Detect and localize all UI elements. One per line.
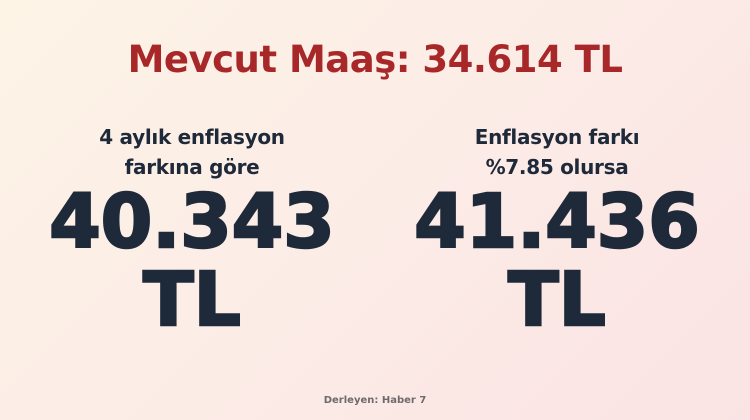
scenario-4-month-inflation: 4 aylık enflasyon farkına göre 40.343 TL xyxy=(12,122,372,343)
scenario-label-line2: %7.85 olursa xyxy=(485,155,629,179)
scenario-inflation-785: Enflasyon farkı %7.85 olursa 41.436 TL xyxy=(377,122,737,343)
scenario-label-line1: Enflasyon farkı xyxy=(474,125,640,149)
currency-label: TL xyxy=(507,257,607,343)
scenario-label-line2: farkına göre xyxy=(124,155,260,179)
salary-amount: 40.343 xyxy=(48,179,336,265)
currency-label: TL xyxy=(142,257,242,343)
current-salary-title: Mevcut Maaş: 34.614 TL xyxy=(127,38,623,81)
salary-amount: 41.436 xyxy=(413,179,701,265)
source-credit: Derleyen: Haber 7 xyxy=(323,395,427,406)
scenario-label-line1: 4 aylık enflasyon xyxy=(99,125,285,149)
